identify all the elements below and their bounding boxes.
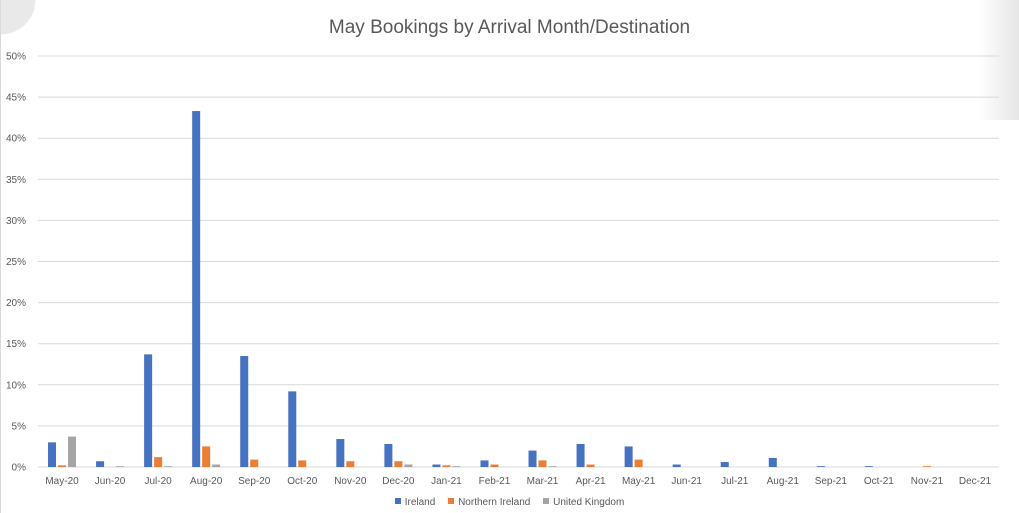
bar-ireland [864, 466, 873, 467]
bar-northern-ireland [154, 457, 163, 467]
bar-united-kingdom [452, 466, 461, 467]
legend-swatch-northern-ireland [448, 498, 455, 504]
bar-northern-ireland [298, 460, 307, 467]
bar-northern-ireland [250, 459, 259, 467]
bar-ireland [816, 466, 825, 467]
bar-ireland [432, 464, 441, 467]
bar-ireland [336, 439, 345, 467]
x-tick-label: Oct-21 [864, 476, 894, 487]
x-tick-label: Aug-21 [767, 476, 800, 487]
bar-northern-ireland [634, 459, 643, 467]
bar-ireland [384, 443, 393, 467]
x-tick-label: Feb-21 [479, 476, 511, 487]
bar-ireland [144, 354, 153, 467]
x-tick-label: Apr-21 [576, 476, 606, 487]
bar-northern-ireland [442, 465, 451, 467]
legend-swatch-ireland [394, 498, 401, 504]
bar-northern-ireland [586, 464, 595, 467]
y-tick-label: 30% [6, 216, 26, 227]
bar-united-kingdom [548, 466, 557, 467]
x-tick-label: Sep-20 [238, 476, 271, 487]
x-tick-label: Mar-21 [527, 476, 559, 487]
legend-label-northern-ireland: Northern Ireland [458, 497, 531, 508]
bar-ireland [576, 443, 585, 467]
bar-northern-ireland [538, 460, 547, 467]
x-tick-label: Oct-20 [287, 476, 317, 487]
bar-ireland [624, 446, 633, 467]
bar-ireland [672, 464, 681, 467]
legend-item-united-kingdom: United Kingdom [543, 497, 624, 508]
legend-item-ireland: Ireland [394, 497, 436, 508]
x-tick-label: May-20 [45, 476, 79, 487]
legend-item-northern-ireland: Northern Ireland [448, 497, 530, 508]
bar-united-kingdom [68, 436, 77, 467]
y-tick-label: 35% [6, 175, 26, 186]
bar-ireland [528, 450, 537, 467]
bar-northern-ireland [394, 461, 403, 467]
y-tick-label: 0% [12, 463, 27, 474]
legend-label-ireland: Ireland [404, 497, 436, 508]
bar-united-kingdom [164, 466, 173, 467]
bar-ireland [96, 461, 105, 467]
y-tick-label: 50% [6, 52, 26, 63]
x-tick-label: Jul-21 [721, 476, 749, 487]
bar-ireland [192, 111, 201, 467]
bar-ireland [288, 391, 297, 467]
x-tick-label: Dec-20 [382, 476, 415, 487]
legend-swatch-united-kingdom [543, 498, 550, 504]
x-tick-label: Nov-21 [911, 476, 944, 487]
card-edge-shadow [979, 0, 1019, 120]
bar-ireland [720, 462, 729, 467]
x-tick-label: Jan-21 [431, 476, 462, 487]
y-tick-label: 40% [6, 134, 26, 145]
bar-united-kingdom [116, 466, 125, 467]
x-tick-label: Sep-21 [815, 476, 848, 487]
x-tick-label: Dec-21 [959, 476, 992, 487]
x-tick-label: Jul-20 [145, 476, 173, 487]
chart-legend: Ireland Northern Ireland United Kingdom [0, 497, 1019, 508]
chart-title: May Bookings by Arrival Month/Destinatio… [328, 17, 691, 38]
bar-ireland [480, 460, 489, 467]
y-tick-label: 10% [6, 380, 26, 391]
y-tick-label: 5% [12, 421, 27, 432]
bar-ireland [768, 457, 777, 467]
bar-northern-ireland [922, 466, 931, 467]
x-tick-label: Jun-20 [95, 476, 126, 487]
x-tick-label: Nov-20 [334, 476, 367, 487]
y-tick-label: 45% [6, 93, 26, 104]
y-tick-label: 20% [6, 298, 26, 309]
bar-ireland [240, 356, 249, 467]
y-tick-label: 25% [6, 257, 26, 268]
x-tick-label: Aug-20 [190, 476, 223, 487]
bar-united-kingdom [404, 464, 413, 467]
legend-label-united-kingdom: United Kingdom [553, 497, 625, 508]
bar-ireland [48, 442, 57, 467]
bar-united-kingdom [212, 464, 221, 467]
x-tick-label: May-21 [622, 476, 656, 487]
bar-northern-ireland [346, 461, 355, 467]
bar-northern-ireland [202, 446, 211, 467]
y-tick-label: 15% [6, 339, 26, 350]
bar-northern-ireland [490, 464, 499, 467]
x-tick-label: Jun-21 [671, 476, 702, 487]
bar-northern-ireland [58, 465, 67, 467]
